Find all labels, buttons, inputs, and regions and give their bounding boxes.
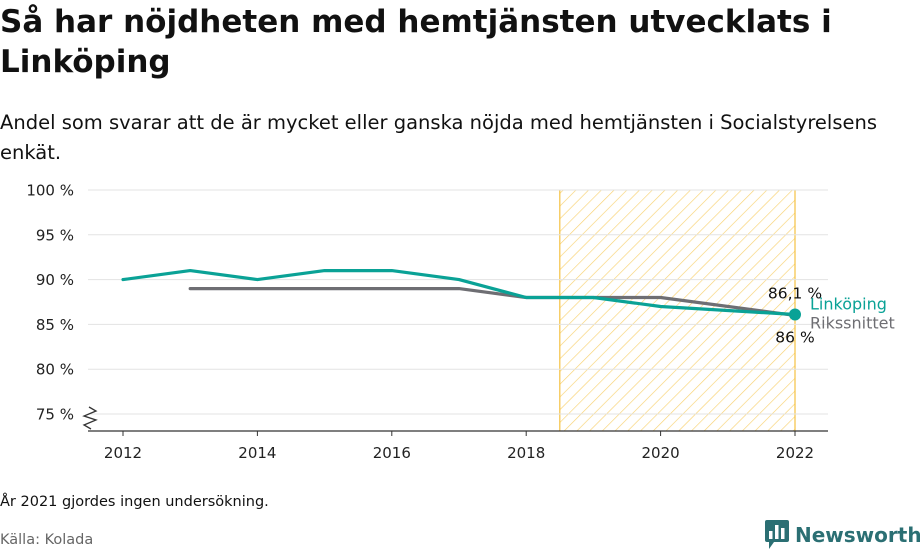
y-tick-layer: 100 % 95 % 90 % 85 % 80 % 75 %	[26, 182, 74, 424]
x-tick-label: 2018	[507, 444, 545, 462]
y-tick-label: 100 %	[26, 182, 74, 200]
chart-subtitle: Andel som svarar att de är mycket eller …	[0, 111, 878, 164]
newsworthy-logo-text: Newsworthy	[795, 523, 920, 547]
chart-source: Källa: Kolada	[0, 532, 94, 548]
x-tick-label: 2016	[373, 444, 411, 462]
x-tick-label: 2012	[104, 444, 142, 462]
x-axis-layer: 2012 2014 2016 2018 2020 2022	[82, 406, 828, 462]
series-label-linkoping: Linköping	[810, 295, 887, 314]
series-label-rikssnittet: Rikssnittet	[810, 314, 895, 333]
y-tick-label: 95 %	[36, 226, 74, 244]
chart-title: Så har nöjdheten med hemtjänsten utveckl…	[0, 4, 832, 80]
newsworthy-logo: Newsworthy	[764, 519, 920, 551]
y-tick-label: 90 %	[36, 271, 74, 289]
x-tick-label: 2022	[776, 444, 814, 462]
series-line-link-ping	[121, 268, 797, 317]
y-axis-break	[82, 406, 98, 430]
data-label-linkoping: 86,1 %	[768, 285, 822, 303]
x-tick-label: 2020	[642, 444, 680, 462]
y-tick-label: 80 %	[36, 361, 74, 379]
grid-layer	[88, 189, 828, 415]
newsworthy-logo-icon	[765, 520, 789, 549]
chart-footnote: År 2021 gjordes ingen undersökning.	[0, 494, 269, 510]
series-layer	[121, 268, 801, 321]
y-tick-label: 85 %	[36, 316, 74, 334]
y-tick-label: 75 %	[36, 406, 74, 424]
line-chart: 100 %95 %90 %85 %80 %75 % 2012 2014 2016 20…	[26, 182, 895, 463]
series-end-marker	[789, 308, 801, 321]
series-line-rikssnittet	[188, 286, 797, 317]
x-tick-label: 2014	[238, 444, 276, 462]
data-label-rikssnittet: 86 %	[775, 328, 814, 346]
